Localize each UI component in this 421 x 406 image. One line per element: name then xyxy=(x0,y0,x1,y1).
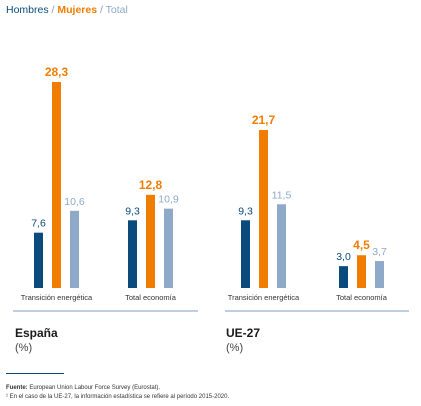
data-label: 9,3 xyxy=(238,205,253,217)
category-label: Total economía xyxy=(125,293,177,302)
data-label: 4,5 xyxy=(353,238,370,252)
data-label: 9,3 xyxy=(125,205,140,217)
data-label: 28,3 xyxy=(45,65,69,79)
source-note: Fuente: European Union Labour Force Surv… xyxy=(6,384,416,393)
panel-title-ue27: UE-27 xyxy=(226,326,261,340)
bar-chart: 7,6 28,3 10,6 Transición energética 9,3 12,8 1… xyxy=(13,65,409,312)
bar-hombres xyxy=(339,266,348,288)
bar-total xyxy=(375,261,384,288)
bar-mujeres xyxy=(357,255,366,288)
footnote-rule xyxy=(6,373,64,374)
bar-hombres xyxy=(128,220,137,288)
category-label: Total economía xyxy=(336,293,388,302)
period-note: ¹ En el caso de la UE-27, la información… xyxy=(6,394,230,400)
bar-mujeres xyxy=(52,81,61,288)
bar-total xyxy=(277,204,286,288)
legend-separator: / xyxy=(48,4,58,16)
legend-mujeres: Mujeres xyxy=(57,4,98,16)
data-label: 3,0 xyxy=(336,251,351,263)
legend-total: Total xyxy=(105,4,128,16)
data-label: 3,7 xyxy=(372,246,387,258)
panel-unit-ue27: (%) xyxy=(226,342,244,354)
data-label: 21,7 xyxy=(252,113,276,127)
panel-title-espana: España xyxy=(15,326,58,340)
bar-mujeres xyxy=(146,194,155,288)
bar-mujeres xyxy=(259,130,268,288)
source-label: Fuente: xyxy=(6,385,28,391)
data-label: 12,8 xyxy=(139,178,163,192)
data-label: 11,5 xyxy=(272,189,292,201)
bar-hombres xyxy=(241,220,250,288)
data-label: 10,6 xyxy=(64,196,85,208)
bar-hombres xyxy=(34,232,43,288)
data-label: 10,9 xyxy=(158,194,179,206)
bar-total xyxy=(164,208,173,288)
panel-unit-espana: (%) xyxy=(15,342,33,354)
legend-separator: / xyxy=(97,4,106,16)
legend-hombres: Hombres xyxy=(6,4,49,16)
category-label: Transición energética xyxy=(21,293,93,302)
data-label: 7,6 xyxy=(31,218,46,230)
legend: Hombres / Mujeres / Total xyxy=(6,4,128,16)
source-text: European Union Labour Force Survey (Euro… xyxy=(27,385,161,391)
category-label: Transición energética xyxy=(228,293,300,302)
footnotes: Fuente: European Union Labour Force Surv… xyxy=(6,373,416,402)
bar-total xyxy=(70,210,79,288)
